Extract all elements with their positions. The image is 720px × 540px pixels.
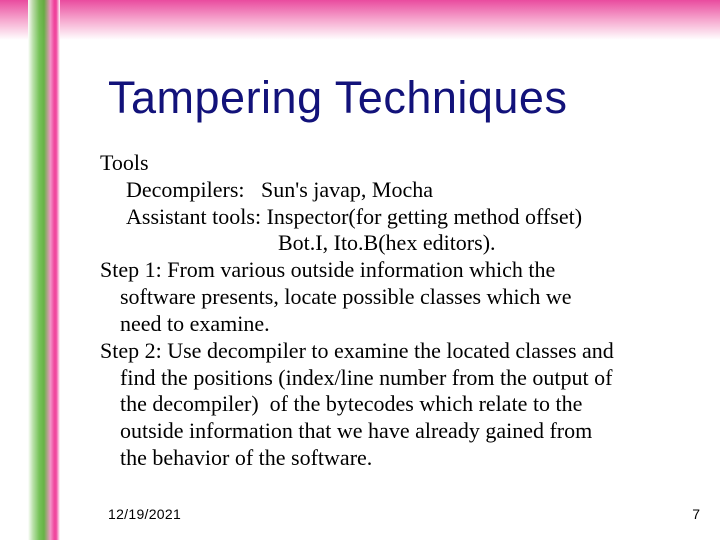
assistant-tools-line1: Assistant tools: Inspector(for getting m…	[100, 204, 670, 231]
footer-page-number: 7	[692, 506, 700, 522]
step2-line2: find the positions (index/line number fr…	[100, 365, 670, 392]
step1-line1: Step 1: From various outside information…	[100, 257, 670, 284]
side-gradient-stripe	[28, 0, 60, 540]
step2-line3: the decompiler) of the bytecodes which r…	[100, 391, 670, 418]
tools-heading: Tools	[100, 150, 670, 177]
step2-line1: Step 2: Use decompiler to examine the lo…	[100, 338, 670, 365]
assistant-tools-line2: Bot.I, Ito.B(hex editors).	[100, 230, 670, 257]
step1-line2: software presents, locate possible class…	[100, 284, 670, 311]
step1-line3: need to examine.	[100, 311, 670, 338]
step2-line4: outside information that we have already…	[100, 418, 670, 445]
step2-line5: the behavior of the software.	[100, 445, 670, 472]
top-gradient-stripe	[0, 0, 720, 40]
slide-body: Tools Decompilers: Sun's javap, Mocha As…	[100, 150, 670, 472]
slide-title: Tampering Techniques	[108, 72, 567, 124]
footer-date: 12/19/2021	[108, 506, 181, 522]
decompilers-line: Decompilers: Sun's javap, Mocha	[100, 177, 670, 204]
